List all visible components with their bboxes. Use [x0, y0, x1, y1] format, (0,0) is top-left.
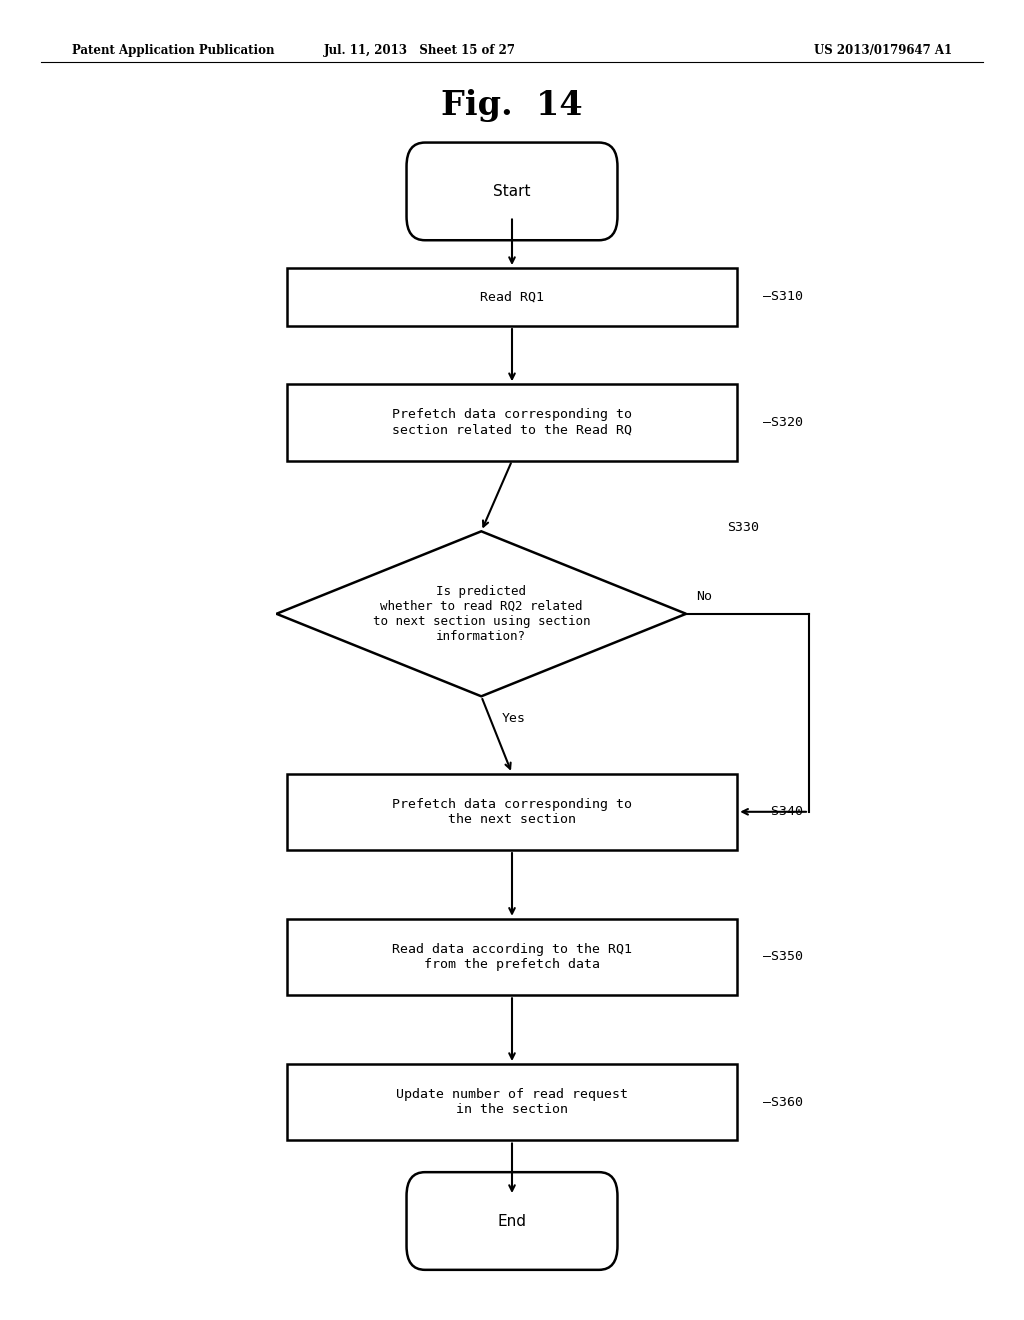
Text: —S340: —S340 — [763, 805, 803, 818]
Bar — [287, 1064, 737, 1140]
Text: —S360: —S360 — [763, 1096, 803, 1109]
Text: Is predicted
whether to read RQ2 related
to next section using section
informati: Is predicted whether to read RQ2 related… — [373, 585, 590, 643]
FancyBboxPatch shape — [407, 1172, 617, 1270]
Text: US 2013/0179647 A1: US 2013/0179647 A1 — [814, 44, 952, 57]
Text: Patent Application Publication: Patent Application Publication — [72, 44, 274, 57]
Text: Read data according to the RQ1
from the prefetch data: Read data according to the RQ1 from the … — [392, 942, 632, 972]
Text: S330: S330 — [727, 521, 759, 535]
Text: Prefetch data corresponding to
the next section: Prefetch data corresponding to the next … — [392, 797, 632, 826]
Text: Update number of read request
in the section: Update number of read request in the sec… — [396, 1088, 628, 1117]
Bar — [287, 774, 737, 850]
Bar — [287, 268, 737, 326]
Bar — [287, 384, 737, 461]
Text: No: No — [696, 590, 713, 603]
Text: Jul. 11, 2013   Sheet 15 of 27: Jul. 11, 2013 Sheet 15 of 27 — [324, 44, 516, 57]
Polygon shape — [276, 531, 686, 697]
Text: Yes: Yes — [502, 713, 525, 725]
FancyBboxPatch shape — [407, 143, 617, 240]
Text: Read RQ1: Read RQ1 — [480, 290, 544, 304]
Text: —S310: —S310 — [763, 290, 803, 304]
Bar — [287, 919, 737, 995]
Text: Prefetch data corresponding to
section related to the Read RQ: Prefetch data corresponding to section r… — [392, 408, 632, 437]
Text: Start: Start — [494, 183, 530, 199]
Text: End: End — [498, 1213, 526, 1229]
Text: —S320: —S320 — [763, 416, 803, 429]
Text: —S350: —S350 — [763, 950, 803, 964]
Text: Fig.  14: Fig. 14 — [441, 88, 583, 121]
